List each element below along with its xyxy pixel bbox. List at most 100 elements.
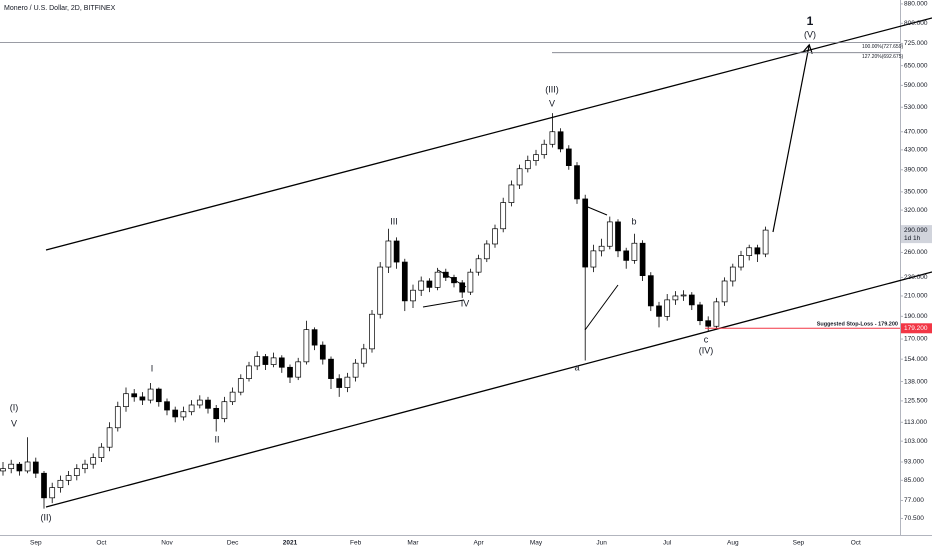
y-tick-label: 77.000	[904, 497, 924, 504]
candle-body	[426, 280, 433, 288]
candle-body	[352, 362, 359, 378]
stop-loss-tag	[901, 323, 932, 334]
candle-body	[533, 154, 539, 161]
candle-body	[672, 295, 679, 301]
candle-body	[697, 304, 703, 322]
candle-body	[615, 221, 621, 252]
candle-body	[500, 202, 507, 230]
candle-body	[746, 247, 753, 256]
candle-body	[8, 463, 15, 470]
candle-body	[664, 299, 671, 317]
x-tick-label: Dec	[227, 540, 239, 547]
x-tick-label: Jul	[663, 540, 672, 547]
candle-body	[565, 148, 572, 166]
y-tick-label: 190.000	[904, 313, 928, 320]
candle-body	[229, 391, 236, 403]
y-tick-label: 103.000	[904, 438, 928, 445]
candle-body	[336, 378, 343, 388]
candle-body	[213, 407, 220, 420]
last-price-tag	[901, 225, 932, 244]
candle-body	[147, 388, 154, 401]
wave-label: III	[390, 216, 398, 226]
wave-label: 1	[807, 14, 814, 28]
candle-body	[401, 261, 408, 302]
candle-body	[237, 378, 244, 393]
y-tick-label: 93.000	[904, 459, 924, 466]
correction-line	[584, 284, 619, 331]
wave-label: IV	[461, 298, 470, 308]
y-tick-label: 725.000	[904, 40, 928, 47]
candle-body	[516, 168, 523, 186]
candle-body	[631, 242, 638, 261]
x-tick-label: Feb	[350, 540, 362, 547]
y-tick-label: 154.000	[904, 356, 928, 363]
candle-body	[377, 266, 384, 315]
wave-label: b	[631, 216, 636, 226]
x-tick-label: Mar	[407, 540, 419, 547]
y-tick-label: 350.000	[904, 189, 928, 196]
candle-body	[754, 247, 761, 255]
candle-body	[57, 479, 64, 488]
candle-body	[188, 404, 195, 413]
candle-body	[393, 240, 400, 263]
candle-body	[328, 358, 334, 379]
candle-body	[205, 399, 211, 409]
drawings	[45, 17, 932, 508]
candle-body	[442, 271, 449, 278]
candle-body	[557, 131, 564, 150]
y-tick-label: 430.000	[904, 147, 928, 154]
candle-body	[459, 282, 466, 293]
x-tick-label: 2021	[283, 540, 298, 547]
candle-body	[90, 457, 97, 465]
y-tick-label: 125.500	[904, 398, 928, 405]
candle-body	[106, 427, 113, 448]
candle-body	[385, 240, 392, 268]
wave-label: V	[11, 418, 17, 428]
candle-body	[721, 280, 728, 303]
y-tick-label: 260.000	[904, 249, 928, 256]
candle-body	[582, 198, 589, 268]
y-tick-label: 390.000	[904, 166, 928, 173]
candle-body	[418, 280, 425, 291]
candle-body	[172, 409, 179, 418]
candle-body	[451, 277, 457, 284]
wave-label: (V)	[804, 29, 816, 39]
candle-body	[16, 463, 23, 472]
x-tick-label: Apr	[474, 540, 485, 547]
triangle-line	[422, 299, 465, 308]
wave-label: I	[151, 363, 154, 373]
x-tick-label: Aug	[727, 540, 739, 547]
candle-body	[196, 399, 203, 406]
candle-body	[738, 255, 744, 268]
candle-body	[647, 275, 654, 307]
countdown-label: 1d 1h	[904, 235, 921, 242]
wave-label: II	[214, 434, 219, 444]
candle-body	[360, 348, 367, 364]
candle-body	[598, 245, 605, 252]
x-tick-label: Oct	[96, 540, 106, 547]
candle-body	[549, 131, 556, 145]
candle-body	[123, 393, 129, 408]
fib-label: 127.20%(692.675)	[862, 54, 903, 60]
candle-body	[73, 468, 80, 476]
y-tick-label: 210.000	[904, 293, 928, 300]
candle-body	[369, 313, 375, 350]
candle-body	[82, 463, 88, 470]
y-tick-label: 170.000	[904, 336, 928, 343]
candle-body	[705, 320, 712, 327]
candle-body	[254, 356, 261, 367]
candle-body	[32, 461, 39, 474]
channel-lower	[45, 271, 932, 508]
x-tick-label: Jun	[596, 540, 607, 547]
wave-label: a	[574, 362, 579, 372]
candle-body	[246, 365, 252, 379]
y-tick-label: 70.500	[904, 515, 924, 522]
candle-body	[729, 266, 736, 282]
candle-body	[24, 461, 31, 472]
x-tick-label: Oct	[851, 540, 861, 547]
wave-label: c	[704, 334, 709, 344]
candle-body	[303, 329, 310, 363]
last-price-label: 290.090	[904, 227, 928, 234]
